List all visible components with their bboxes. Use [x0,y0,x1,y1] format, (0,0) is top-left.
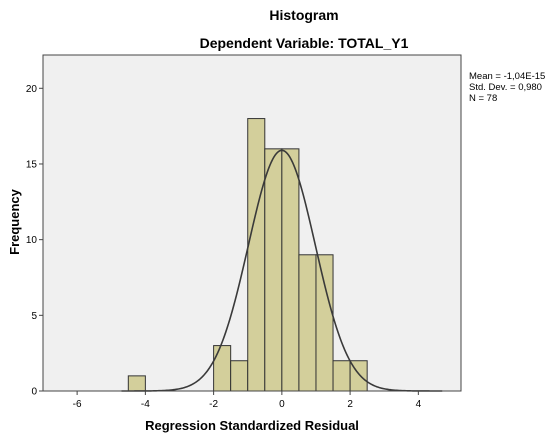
histogram-bar-4 [264,148,283,392]
y-tick-label-3: 15 [26,159,38,170]
y-tick-label-2: 10 [26,235,38,246]
histogram-bar-1 [213,345,232,392]
histogram-bar-3 [247,118,266,392]
histogram-bar-5 [281,148,300,392]
x-tick-label-1: -4 [141,399,150,410]
normal-curve [121,149,443,392]
x-tick-label-5: 4 [416,399,422,410]
x-tick-label-3: 0 [279,399,285,410]
y-axis-title: Frequency [7,188,22,255]
x-tick-label-0: -6 [73,399,82,410]
x-axis-title: Regression Standardized Residual [145,418,359,433]
x-tick-label-2: -2 [209,399,218,410]
histogram-bar-6 [298,254,317,392]
histogram-bar-2 [230,360,249,392]
bars-layer [127,118,368,392]
y-tick-label-0: 0 [31,387,37,398]
stats-n: N = 78 [469,93,497,104]
x-tick-label-4: 2 [347,399,353,410]
y-tick-label-1: 5 [31,311,37,322]
histogram-bar-7 [315,254,334,392]
histogram-bar-8 [332,360,351,392]
stats-mean: Mean = -1,04E-15 [469,71,545,82]
y-tick-label-4: 20 [26,84,38,95]
axes-layer: -6 -4 -2 0 2 4 0 5 10 15 20 [26,84,422,410]
chart-title: Histogram [269,7,338,23]
plot-frame [42,54,462,392]
chart-subtitle: Dependent Variable: TOTAL_Y1 [200,35,409,51]
histogram-bar-0 [127,375,146,392]
stats-std-dev: Std. Dev. = 0,980 [469,82,542,93]
